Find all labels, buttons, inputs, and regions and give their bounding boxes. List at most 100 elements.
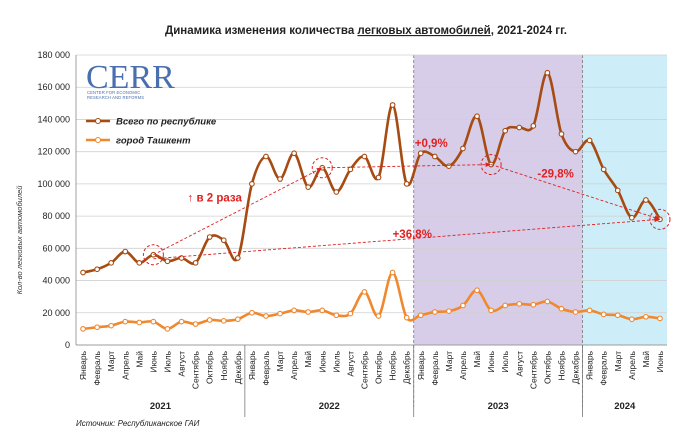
point-s0-20 xyxy=(361,153,368,160)
data-points xyxy=(80,69,663,332)
point-s1-19 xyxy=(347,310,354,317)
month-label: Апрель xyxy=(120,350,130,379)
point-s1-16 xyxy=(305,309,312,315)
point-s1-12 xyxy=(249,309,255,316)
point-s1-18 xyxy=(333,312,340,319)
month-label: Февраль xyxy=(261,350,271,385)
month-label: Июнь xyxy=(486,350,496,372)
point-s0-4 xyxy=(136,259,143,266)
gridlines xyxy=(75,54,667,346)
point-s1-27 xyxy=(460,302,466,309)
month-label: Ноябрь xyxy=(388,350,398,380)
point-s0-30 xyxy=(502,127,509,134)
month-label: Май xyxy=(303,351,313,368)
point-s1-1 xyxy=(94,324,100,331)
highlight-circle-0 xyxy=(142,244,164,266)
annotation-m298: -29,8% xyxy=(537,168,573,180)
point-s1-36 xyxy=(586,307,593,314)
source-note: Источник: Республиканское ГАИ xyxy=(76,419,200,428)
month-label: Ноябрь xyxy=(219,350,229,380)
month-label: Декабрь xyxy=(571,350,581,384)
month-label: Январь xyxy=(247,350,257,380)
point-s0-18 xyxy=(333,189,340,195)
point-s0-2 xyxy=(108,259,115,266)
point-s1-11 xyxy=(234,316,241,323)
point-s0-33 xyxy=(544,69,551,76)
y-tick-label: 0 xyxy=(65,340,70,350)
legend-label-0: Всего по республике xyxy=(116,117,217,128)
month-label: Январь xyxy=(585,350,595,380)
point-s1-30 xyxy=(502,302,509,309)
point-s1-22 xyxy=(389,269,396,276)
y-axis-ticks: 0 20 000 40 000 60 000 80 000 100 000 120 000 1… xyxy=(37,50,70,350)
month-label: Март xyxy=(106,351,116,371)
point-s1-0 xyxy=(80,326,86,332)
month-label: Июль xyxy=(331,350,341,372)
y-tick-label: 80 000 xyxy=(42,211,70,221)
y-tick-label: 100 000 xyxy=(37,179,70,189)
legend-marker-0 xyxy=(94,117,102,125)
month-label: Октябрь xyxy=(374,350,384,384)
month-label: Июнь xyxy=(655,350,665,372)
month-label: Октябрь xyxy=(542,350,552,384)
point-s1-7 xyxy=(178,318,185,325)
point-s1-31 xyxy=(516,301,523,307)
annotation-p368: +36,8% xyxy=(393,229,432,241)
point-s1-10 xyxy=(220,317,227,324)
y-tick-label: 180 000 xyxy=(37,50,70,60)
arrow-m298 xyxy=(490,164,661,220)
point-s1-23 xyxy=(403,314,410,321)
month-label: Август xyxy=(345,351,355,377)
point-s0-11 xyxy=(234,255,241,261)
arrow-p09 xyxy=(322,164,492,169)
point-s1-25 xyxy=(431,309,438,315)
point-s0-26 xyxy=(446,163,452,170)
month-label: Октябрь xyxy=(205,350,215,384)
point-s0-12 xyxy=(249,181,255,187)
point-s1-21 xyxy=(375,313,382,319)
y-tick-label: 20 000 xyxy=(42,308,70,318)
point-s0-39 xyxy=(628,214,635,221)
month-label: Сентябрь xyxy=(528,350,538,389)
month-label: Апрель xyxy=(289,350,299,379)
point-s0-32 xyxy=(530,123,537,129)
shaded-band-0 xyxy=(413,55,583,345)
month-label: Апрель xyxy=(627,350,637,379)
point-s0-1 xyxy=(94,266,100,273)
month-label: Январь xyxy=(416,350,426,380)
month-label: Сентябрь xyxy=(359,350,369,389)
legend: Всего по республике город Ташкент xyxy=(86,117,217,147)
point-s1-15 xyxy=(291,307,297,314)
arrowhead-p368 xyxy=(654,217,660,223)
point-s0-31 xyxy=(516,124,523,131)
month-label: Март xyxy=(613,351,623,371)
point-s0-16 xyxy=(305,184,312,190)
point-s1-5 xyxy=(150,318,157,325)
point-s0-25 xyxy=(431,153,438,160)
point-s0-6 xyxy=(164,258,171,265)
point-s0-0 xyxy=(80,269,86,276)
month-label: Декабрь xyxy=(402,350,412,384)
point-s1-35 xyxy=(572,309,579,315)
point-s1-9 xyxy=(206,317,213,323)
year-label: 2021 xyxy=(150,401,172,412)
point-s1-29 xyxy=(488,307,494,314)
y-tick-label: 140 000 xyxy=(37,114,70,124)
point-s0-19 xyxy=(347,166,354,173)
y-tick-label: 160 000 xyxy=(37,82,70,92)
point-s0-22 xyxy=(389,102,396,108)
point-s1-28 xyxy=(474,287,480,294)
point-s1-24 xyxy=(417,312,424,319)
point-s1-13 xyxy=(263,313,269,319)
point-s1-41 xyxy=(657,315,663,322)
month-label: Май xyxy=(134,351,144,368)
x-axis: Январь Февраль Март Апрель Май Июнь Июль Август… xyxy=(78,345,665,417)
month-label: Февраль xyxy=(92,350,102,385)
month-label: Август xyxy=(514,351,524,377)
point-s0-24 xyxy=(417,150,424,157)
arrow-x2 xyxy=(153,167,323,256)
point-s1-6 xyxy=(164,326,171,332)
legend-marker-1 xyxy=(94,136,102,144)
month-label: Февраль xyxy=(599,350,609,385)
